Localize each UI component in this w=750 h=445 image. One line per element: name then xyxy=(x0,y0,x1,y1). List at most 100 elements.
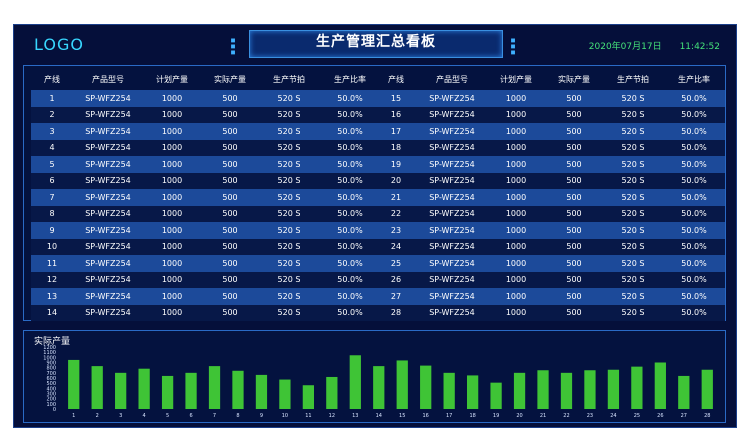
x-tick-label: 3 xyxy=(119,413,122,419)
y-tick-label: 1200 xyxy=(43,345,56,351)
column-header-ratio: 生产比率 xyxy=(678,75,710,84)
chart-title: 实际产量 xyxy=(34,337,71,347)
bar-line-22 xyxy=(560,372,573,409)
x-tick-label: 2 xyxy=(96,413,99,419)
dashboard-screen: LOGO ▪ ▪ ▪ 生产管理汇总看板 ▪ ▪ ▪ 2020年07月17日 11:42:5… xyxy=(13,24,737,428)
bar-line-5 xyxy=(161,375,174,409)
cell-planned: 1000 xyxy=(143,172,201,189)
x-tick-label: 9 xyxy=(260,413,263,419)
cell-takt: 520 S xyxy=(259,172,319,189)
cell-takt: 520 S xyxy=(259,156,319,173)
x-tick-label: 12 xyxy=(329,413,335,419)
table-row: 22 SP-WFZ254 1000 500 520 S 50.0% xyxy=(375,205,725,222)
cell-line: 16 xyxy=(375,106,417,123)
cell-planned: 1000 xyxy=(143,156,201,173)
cell-ratio: 50.0% xyxy=(663,304,725,321)
x-tick-label: 22 xyxy=(563,413,569,419)
cell-planned: 1000 xyxy=(143,222,201,239)
bar-line-25 xyxy=(631,366,643,409)
x-tick-label: 1 xyxy=(72,413,75,419)
cell-takt: 520 S xyxy=(603,139,663,156)
cell-actual: 500 xyxy=(545,288,603,305)
cell-ratio: 50.0% xyxy=(663,222,725,239)
cell-takt: 520 S xyxy=(259,139,319,156)
cell-ratio: 50.0% xyxy=(663,156,725,173)
bar-line-1 xyxy=(68,359,80,409)
column-header-ratio: 生产比率 xyxy=(334,75,366,84)
cell-ratio: 50.0% xyxy=(319,271,381,288)
y-tick-label: 200 xyxy=(46,397,56,403)
cell-planned: 1000 xyxy=(143,238,201,255)
table-row: 19 SP-WFZ254 1000 500 520 S 50.0% xyxy=(375,156,725,173)
column-header-model: 产品型号 xyxy=(92,75,124,84)
cell-line: 9 xyxy=(31,222,73,239)
cell-ratio: 50.0% xyxy=(663,271,725,288)
table-row: 2 SP-WFZ254 1000 500 520 S 50.0% xyxy=(31,106,381,123)
x-tick-label: 4 xyxy=(143,413,146,419)
cell-ratio: 50.0% xyxy=(319,106,381,123)
cell-model: SP-WFZ254 xyxy=(417,288,487,305)
column-header-line: 产线 xyxy=(388,75,404,84)
time-text: 11:42:52 xyxy=(679,42,720,52)
cell-planned: 1000 xyxy=(487,288,545,305)
cell-ratio: 50.0% xyxy=(663,189,725,206)
bar-line-19 xyxy=(490,382,502,409)
table-row: 25 SP-WFZ254 1000 500 520 S 50.0% xyxy=(375,255,725,272)
table-row: 6 SP-WFZ254 1000 500 520 S 50.0% xyxy=(31,172,381,189)
cell-planned: 1000 xyxy=(143,288,201,305)
cell-planned: 1000 xyxy=(487,139,545,156)
cell-planned: 1000 xyxy=(487,189,545,206)
x-tick-label: 21 xyxy=(540,413,546,419)
cell-line: 15 xyxy=(375,90,417,107)
cell-planned: 1000 xyxy=(143,106,201,123)
table-row: 21 SP-WFZ254 1000 500 520 S 50.0% xyxy=(375,189,725,206)
output-chart-panel: 实际产量 0 100 200 300 400 500 600 700 800 900 1000 110… xyxy=(23,330,726,423)
x-tick-label: 10 xyxy=(282,413,288,419)
cell-ratio: 50.0% xyxy=(319,189,381,206)
cell-takt: 520 S xyxy=(259,205,319,222)
cell-takt: 520 S xyxy=(603,106,663,123)
x-tick-label: 18 xyxy=(469,413,475,419)
cell-planned: 1000 xyxy=(487,90,545,107)
table-row: 14 SP-WFZ254 1000 500 520 S 50.0% xyxy=(31,304,381,321)
table-header-row: 产线 产品型号 计划产量 实际产量 生产节拍 生产比率 xyxy=(375,69,725,90)
cell-model: SP-WFZ254 xyxy=(417,304,487,321)
cell-model: SP-WFZ254 xyxy=(417,139,487,156)
x-tick-label: 20 xyxy=(516,413,522,419)
cell-actual: 500 xyxy=(545,139,603,156)
table-row: 9 SP-WFZ254 1000 500 520 S 50.0% xyxy=(31,222,381,239)
cell-model: SP-WFZ254 xyxy=(73,238,143,255)
bar-line-2 xyxy=(91,366,103,409)
x-tick-label: 15 xyxy=(399,413,405,419)
cell-ratio: 50.0% xyxy=(319,255,381,272)
y-tick-label: 700 xyxy=(46,371,56,377)
cell-actual: 500 xyxy=(201,106,259,123)
cell-actual: 500 xyxy=(201,90,259,107)
cell-actual: 500 xyxy=(545,106,603,123)
bar-line-16 xyxy=(420,365,432,409)
cell-model: SP-WFZ254 xyxy=(417,172,487,189)
x-tick-label: 5 xyxy=(166,413,169,419)
cell-ratio: 50.0% xyxy=(319,172,381,189)
cell-actual: 500 xyxy=(545,222,603,239)
cell-model: SP-WFZ254 xyxy=(417,106,487,123)
table-row: 15 SP-WFZ254 1000 500 520 S 50.0% xyxy=(375,90,725,107)
cell-ratio: 50.0% xyxy=(663,205,725,222)
cell-line: 14 xyxy=(31,304,73,321)
cell-takt: 520 S xyxy=(259,304,319,321)
cell-actual: 500 xyxy=(201,123,259,140)
production-table-left: 产线 产品型号 计划产量 实际产量 生产节拍 生产比率 1 SP-WFZ254 1000 500… xyxy=(31,69,381,321)
table-row: 20 SP-WFZ254 1000 500 520 S 50.0% xyxy=(375,172,725,189)
cell-line: 4 xyxy=(31,139,73,156)
cell-actual: 500 xyxy=(545,205,603,222)
bar-line-3 xyxy=(115,372,127,409)
date-text: 2020年07月17日 xyxy=(588,42,662,52)
table-row: 13 SP-WFZ254 1000 500 520 S 50.0% xyxy=(31,288,381,305)
table-row: 23 SP-WFZ254 1000 500 520 S 50.0% xyxy=(375,222,725,239)
cell-line: 8 xyxy=(31,205,73,222)
cell-model: SP-WFZ254 xyxy=(73,271,143,288)
bar-line-28 xyxy=(701,369,713,409)
cell-model: SP-WFZ254 xyxy=(417,123,487,140)
cell-planned: 1000 xyxy=(143,90,201,107)
cell-planned: 1000 xyxy=(487,271,545,288)
